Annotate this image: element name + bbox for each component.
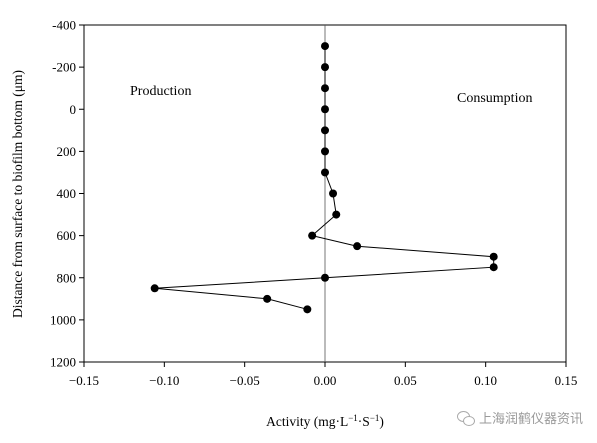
x-tick-label: 0.15 [555,373,578,388]
watermark-text: 上海润鹤仪器资讯 [478,412,583,427]
data-point [329,189,338,198]
data-point [321,168,329,177]
x-tick-label: −0.15 [69,373,99,388]
x-tick-label: 0.10 [474,373,497,388]
x-axis: −0.15 −0.10 −0.05 0.00 0.05 0.10 0.15 [69,362,577,388]
data-point [308,231,317,240]
data-point [353,242,362,251]
watermark: 上海润鹤仪器资讯 [456,408,583,427]
x-tick-label: 0.05 [394,373,417,388]
data-point [321,84,329,93]
data-point [321,105,329,114]
y-tick-label: 800 [57,270,77,285]
data-point [489,252,498,261]
wechat-icon [456,410,475,426]
y-axis: -400 -200 0 200 400 600 800 1000 1200 [50,18,84,370]
y-tick-label: -200 [52,60,76,75]
data-point [321,273,329,282]
series-points [150,42,498,314]
y-tick-label: -400 [52,18,76,33]
data-point [321,147,329,156]
y-tick-label: 1200 [50,355,76,370]
x-tick-label: −0.10 [149,373,179,388]
data-point [150,284,159,293]
annotation-production: Production [130,84,191,99]
data-point [321,126,329,135]
y-tick-label: 0 [70,102,77,117]
data-point [321,42,329,51]
annotation-consumption: Consumption [457,91,532,106]
y-axis-label: Distance from surface to biofilm bottom … [10,70,25,318]
y-tick-label: 1000 [50,312,76,327]
y-tick-label: 200 [57,144,77,159]
data-point [263,294,272,303]
data-point [489,263,498,272]
x-tick-label: 0.00 [314,373,337,388]
data-point [321,63,329,72]
x-tick-label: −0.05 [230,373,260,388]
y-tick-label: 600 [57,228,77,243]
data-point [303,305,312,314]
data-point [332,210,341,219]
x-axis-label: Activity (mg·L−1·S−1) [266,413,384,429]
y-tick-label: 400 [57,186,77,201]
